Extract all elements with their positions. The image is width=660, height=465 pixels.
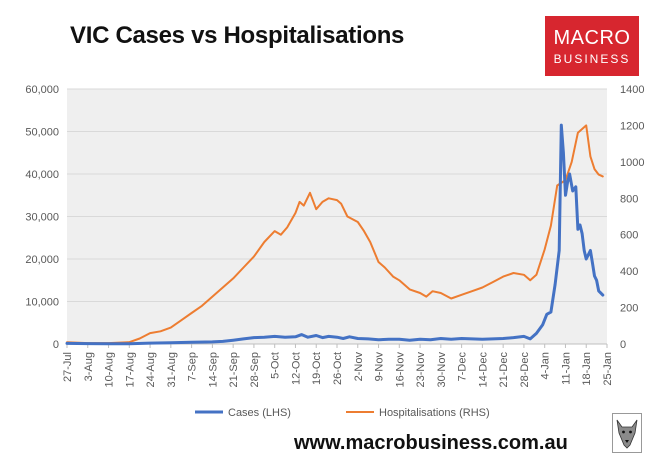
y-right-tick-label: 1200: [620, 120, 644, 132]
y-right-tick-label: 1400: [620, 84, 644, 96]
x-tick-label: 5-Oct: [270, 352, 282, 379]
series-lines: [65, 123, 605, 346]
x-tick-label: 14-Dec: [477, 352, 489, 388]
x-tick-label: 28-Dec: [519, 352, 531, 388]
x-tick-label: 7-Dec: [457, 352, 469, 382]
right-axis-ticks: 0 200 400 600 800 1000 1200 1400: [620, 84, 644, 351]
y-left-tick-label: 30,000: [25, 212, 59, 224]
x-tick-label: 7-Sep: [187, 352, 199, 381]
series-line-cases: [65, 123, 605, 346]
x-tick-label: 16-Nov: [394, 352, 406, 388]
y-left-tick-label: 50,000: [25, 127, 59, 139]
x-tick-label: 17-Aug: [124, 352, 136, 387]
y-left-tick-label: 0: [53, 339, 59, 351]
logo-line2: BUSINESS: [553, 52, 631, 66]
x-tick-label: 31-Aug: [166, 352, 178, 387]
x-tick-label: 23-Nov: [415, 352, 427, 388]
wolf-head-icon: [612, 413, 642, 453]
x-tick-label: 9-Nov: [374, 352, 386, 382]
chart-title: VIC Cases vs Hospitalisations: [70, 22, 405, 49]
x-tick-label: 26-Oct: [332, 352, 344, 385]
x-tick-label: 12-Oct: [290, 352, 302, 385]
left-axis-ticks: 0 10,000 20,000 30,000 40,000 50,000 60,000: [25, 84, 59, 351]
x-tick-label: 18-Jan: [581, 352, 593, 386]
footer-url: www.macrobusiness.com.au: [294, 432, 568, 454]
x-tick-label: 28-Sep: [249, 352, 261, 387]
x-tick-label: 4-Jan: [540, 352, 552, 380]
x-tick-label: 30-Nov: [436, 352, 448, 388]
y-left-tick-label: 20,000: [25, 254, 59, 266]
y-right-tick-label: 600: [620, 230, 638, 242]
y-right-tick-label: 400: [620, 266, 638, 278]
legend-label-cases: Cases (LHS): [228, 407, 291, 419]
x-tick-label: 10-Aug: [104, 352, 116, 387]
y-right-tick-label: 1000: [620, 157, 644, 169]
x-tick-label: 2-Nov: [353, 352, 365, 382]
y-right-tick-label: 800: [620, 193, 638, 205]
series-line-hospitalisations: [66, 124, 604, 345]
legend: Cases (LHS) Hospitalisations (RHS): [195, 407, 490, 419]
macrobusiness-logo: MACRO BUSINESS: [545, 16, 639, 76]
logo-line1: MACRO: [553, 27, 631, 49]
y-right-tick-label: 0: [620, 339, 626, 351]
y-left-tick-label: 60,000: [25, 84, 59, 96]
x-axis-ticks: 27-Jul 3-Aug 10-Aug 17-Aug 24-Aug 31-Aug 7-Sep…: [62, 344, 614, 387]
x-tick-label: 25-Jan: [602, 352, 614, 386]
y-right-tick-label: 200: [620, 303, 638, 315]
x-tick-label: 3-Aug: [83, 352, 95, 381]
x-tick-label: 14-Sep: [207, 352, 219, 387]
x-tick-label: 21-Dec: [498, 352, 510, 388]
y-left-tick-label: 10,000: [25, 297, 59, 309]
x-tick-label: 21-Sep: [228, 352, 240, 387]
x-tick-label: 24-Aug: [145, 352, 157, 387]
x-tick-label: 11-Jan: [560, 352, 572, 385]
x-tick-label: 19-Oct: [311, 352, 323, 385]
legend-label-hospitalisations: Hospitalisations (RHS): [379, 407, 490, 419]
y-left-tick-label: 40,000: [25, 169, 59, 181]
x-tick-label: 27-Jul: [62, 352, 74, 382]
